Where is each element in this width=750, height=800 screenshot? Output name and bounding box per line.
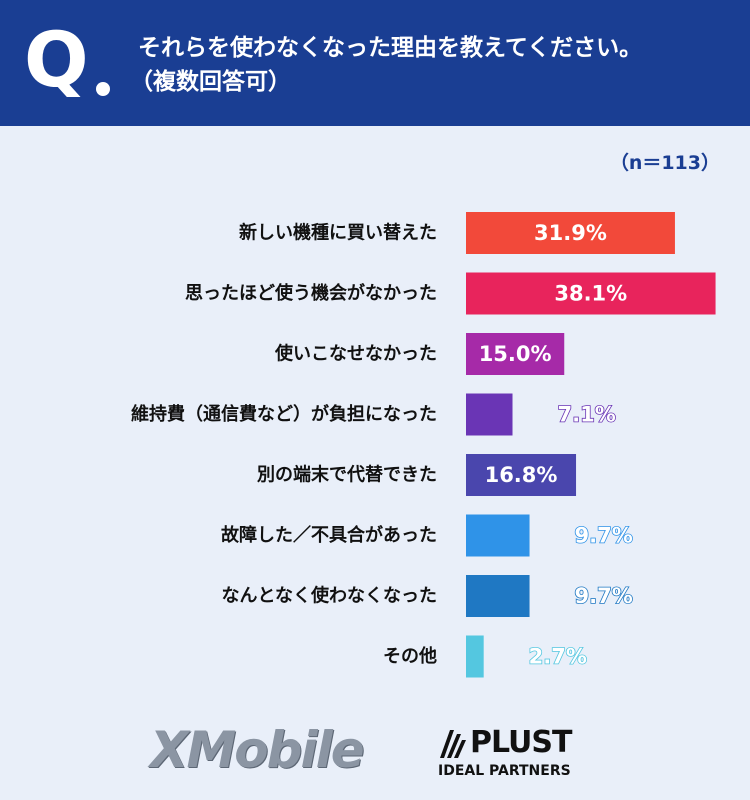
value-label: 7.1%	[558, 403, 616, 427]
plust-mark-icon	[440, 730, 466, 758]
bar	[466, 393, 513, 436]
category-label: 思ったほど使う機会がなかった	[185, 282, 437, 304]
plust-logo: PLUST IDEAL PARTNERS	[436, 724, 606, 784]
category-label: その他	[383, 645, 437, 667]
category-label: 故障した／不具合があった	[221, 524, 437, 546]
xmobile-logo: XMobile	[150, 721, 365, 779]
question-header: Q それらを使わなくなった理由を教えてください。 （複数回答可）	[0, 0, 750, 126]
value-label: 9.7%	[575, 524, 633, 548]
bar	[466, 454, 577, 496]
question-text: それらを使わなくなった理由を教えてください。	[138, 35, 643, 61]
value-label: 38.1%	[554, 282, 627, 306]
plust-name: PLUST	[470, 725, 572, 760]
value-label: 9.7%	[575, 584, 633, 608]
bar	[466, 635, 484, 678]
plust-subtitle: IDEAL PARTNERS	[438, 763, 571, 779]
question-note: （複数回答可）	[130, 69, 291, 95]
category-label: 新しい機種に買い替えた	[239, 222, 437, 244]
value-label: 31.9%	[534, 221, 607, 245]
category-label: なんとなく使わなくなった	[222, 586, 437, 607]
q-mark: Q	[24, 15, 89, 104]
bar	[466, 514, 530, 557]
q-dot	[96, 82, 110, 96]
sample-size: （n＝113）	[609, 152, 720, 174]
bar	[466, 272, 716, 315]
category-label: 使いこなせなかった	[274, 344, 437, 365]
bar	[466, 212, 675, 254]
bar	[466, 575, 530, 617]
value-label: 16.8%	[485, 463, 558, 487]
bar	[466, 333, 565, 375]
value-label: 15.0%	[479, 342, 552, 366]
category-label: 別の端末で代替できた	[257, 464, 437, 486]
bar-chart: 新しい機種に買い替えた 31.9% 思ったほど使う機会がなかった 38.1% 使いこなせ…	[131, 212, 716, 678]
category-label: 維持費（通信費など）が負担になった	[131, 403, 437, 425]
value-label: 2.7%	[529, 645, 587, 669]
